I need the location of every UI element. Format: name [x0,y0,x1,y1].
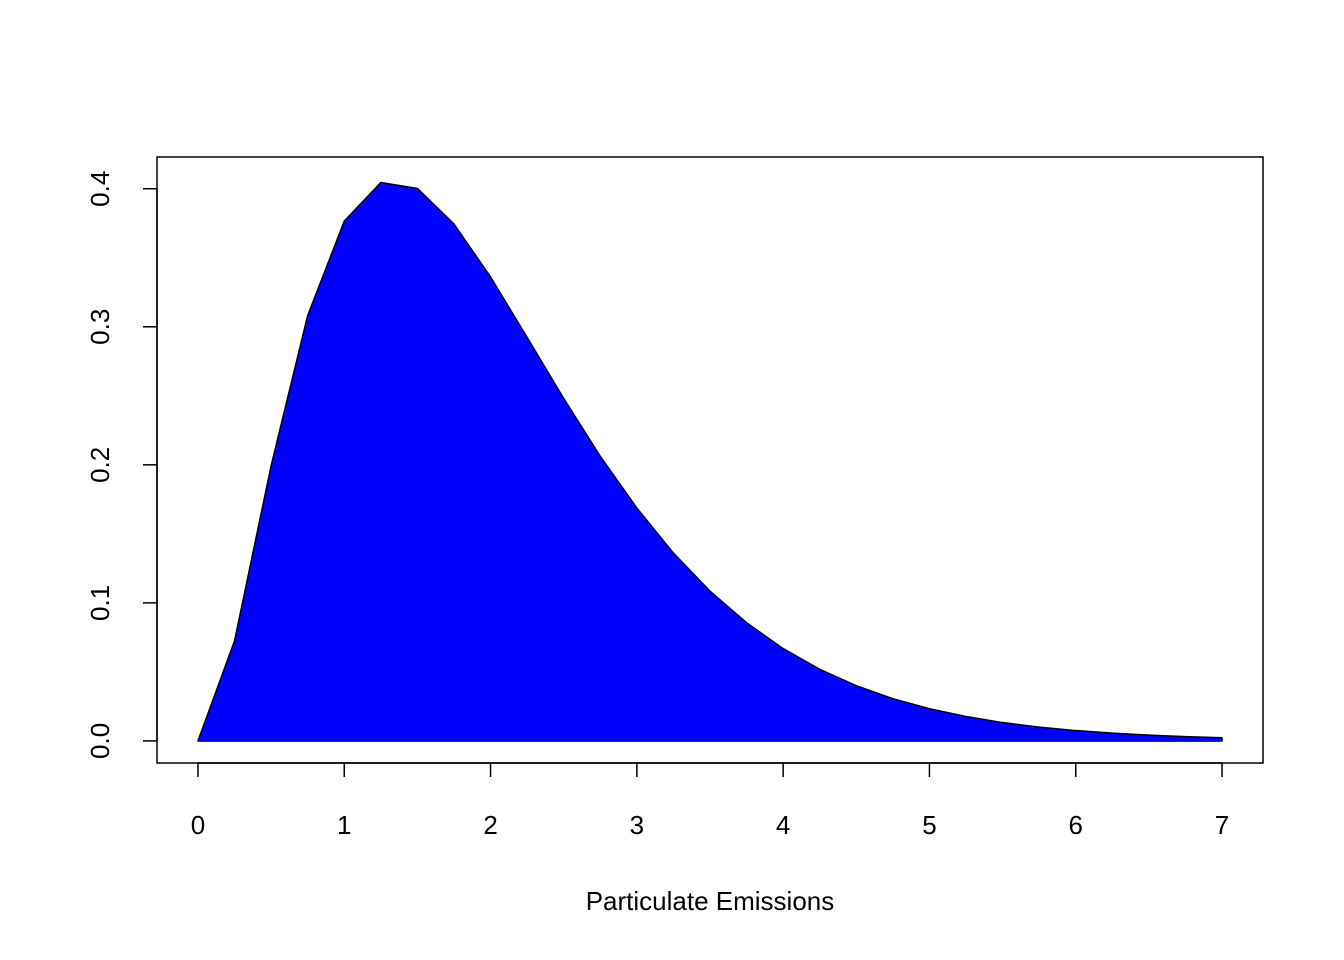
area [197,181,1223,742]
x-axis-label: Particulate Emissions [586,886,835,916]
x-tick-label: 3 [630,810,644,840]
x-tick-label: 0 [191,810,205,840]
x-tick-label: 7 [1215,810,1229,840]
y-tick-label: 0.4 [85,171,115,207]
x-tick-label: 6 [1069,810,1083,840]
y-tick-label: 0.2 [85,447,115,483]
y-tick-label: 0.3 [85,309,115,345]
x-tick-label: 1 [337,810,351,840]
x-tick-label: 4 [776,810,790,840]
y-tick-label: 0.1 [85,585,115,621]
y-tick-label: 0.0 [85,723,115,759]
x-tick-label: 5 [922,810,936,840]
x-tick-label: 2 [483,810,497,840]
